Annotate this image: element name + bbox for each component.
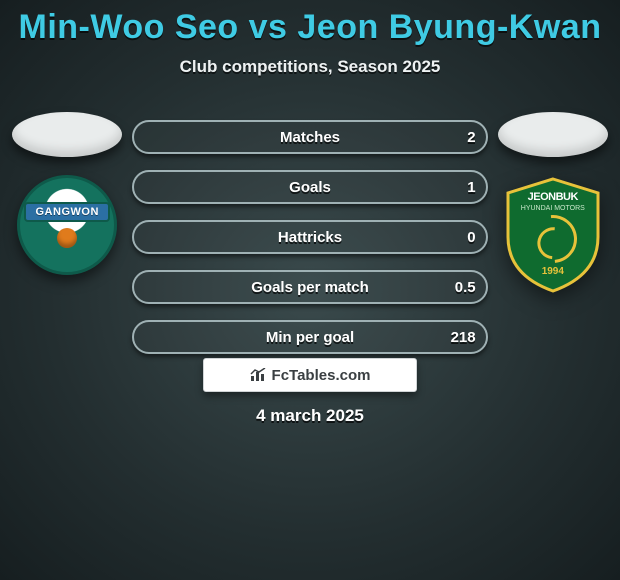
stat-row: Goals 1 (132, 170, 487, 204)
bar-chart-icon (250, 368, 268, 382)
player-silhouette-right (498, 112, 608, 157)
page-subtitle: Club competitions, Season 2025 (0, 57, 620, 77)
comparison-infographic: Min-Woo Seo vs Jeon Byung-Kwan Club comp… (0, 0, 620, 580)
club-name-left: GANGWON (24, 202, 110, 222)
club-year-right: 1994 (498, 266, 608, 277)
stat-right-value: 1 (467, 172, 475, 202)
stat-right-value: 0 (467, 222, 475, 252)
content-row: GANGWON Matches 2 Goals 1 Hattricks 0 (0, 112, 620, 354)
stat-label: Matches (280, 129, 340, 146)
crest-ball-icon (57, 228, 77, 248)
page-title: Min-Woo Seo vs Jeon Byung-Kwan (0, 0, 620, 47)
stat-row: Min per goal 218 (132, 320, 487, 354)
club-crest-right: JEONBUK HYUNDAI MOTORS 1994 (498, 175, 608, 295)
club-crest-left: GANGWON (17, 175, 117, 275)
stat-label: Hattricks (278, 229, 342, 246)
stat-label: Goals per match (251, 279, 369, 296)
stat-right-value: 2 (467, 122, 475, 152)
stat-right-value: 218 (451, 322, 476, 352)
watermark-badge: FcTables.com (203, 358, 417, 392)
watermark-text: FcTables.com (272, 367, 371, 384)
club-subtitle-right: HYUNDAI MOTORS (498, 205, 608, 212)
stat-right-value: 0.5 (455, 272, 476, 302)
footer-date: 4 march 2025 (0, 406, 620, 426)
stat-label: Min per goal (266, 329, 354, 346)
stats-table: Matches 2 Goals 1 Hattricks 0 Goals per … (132, 120, 487, 354)
player-left-column: GANGWON (8, 112, 126, 275)
stat-row: Matches 2 (132, 120, 487, 154)
player-right-column: JEONBUK HYUNDAI MOTORS 1994 (494, 112, 612, 295)
stat-row: Hattricks 0 (132, 220, 487, 254)
stat-label: Goals (289, 179, 331, 196)
club-name-right: JEONBUK (510, 191, 596, 203)
stat-row: Goals per match 0.5 (132, 270, 487, 304)
player-silhouette-left (12, 112, 122, 157)
